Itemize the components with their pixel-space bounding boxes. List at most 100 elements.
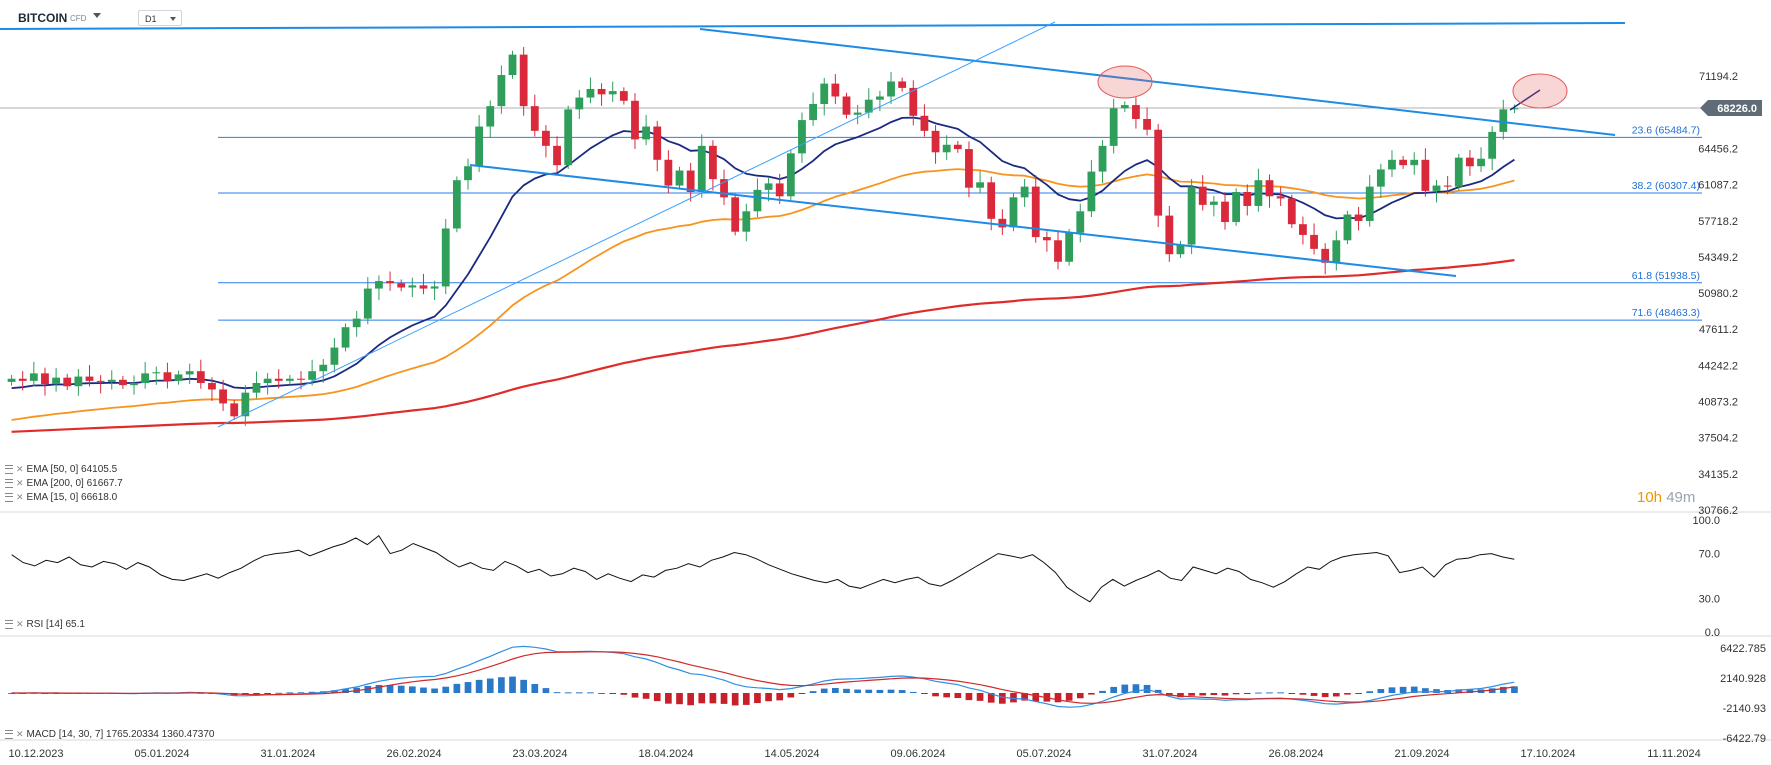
candle-body [1343, 214, 1352, 241]
candle-body [475, 126, 484, 167]
candle-body [297, 378, 305, 380]
candle-body [1488, 131, 1497, 159]
candle-body [686, 170, 695, 192]
close-icon[interactable]: ✕ [16, 619, 24, 629]
candle-body [1321, 248, 1330, 263]
macd-histogram-bar [976, 693, 984, 701]
macd-histogram-bar [397, 685, 405, 693]
macd-histogram-bar [620, 693, 628, 695]
macd-histogram-bar [8, 693, 15, 694]
settings-lines-icon[interactable] [5, 620, 13, 629]
macd-histogram-bar [1021, 693, 1028, 701]
time-axis-label: 21.09.2024 [1394, 748, 1449, 760]
candle-body [642, 126, 651, 140]
candle-body [720, 179, 728, 198]
macd-histogram-bar [687, 693, 694, 706]
macd-histogram-bar [631, 693, 639, 698]
macd-histogram-bar [453, 683, 461, 693]
time-axis-label: 10.12.2023 [8, 748, 63, 760]
trendline-top [0, 22, 1626, 30]
symbol-dropdown-icon[interactable] [93, 13, 101, 18]
candle-body [141, 373, 150, 384]
symbol-name[interactable]: BITCOIN [18, 11, 68, 25]
candle-body [653, 126, 662, 160]
candle-body [1087, 171, 1096, 212]
macd-histogram-bar [1499, 686, 1507, 693]
candle-body [1310, 234, 1318, 249]
macd-histogram-bar [1099, 690, 1106, 693]
close-icon[interactable]: ✕ [16, 464, 24, 474]
candle-body [74, 376, 83, 387]
candle-body [1176, 244, 1185, 255]
candle-body [887, 81, 895, 97]
macd-histogram-bar [1488, 688, 1496, 693]
legend-rsi[interactable]: ✕ RSI [14] 65.1 [5, 619, 85, 630]
settings-lines-icon[interactable] [5, 493, 13, 502]
macd-histogram-bar [1143, 684, 1151, 693]
settings-lines-icon[interactable] [5, 479, 13, 488]
candle-body [441, 228, 450, 287]
macd-histogram-bar [1165, 693, 1173, 695]
candle-body [709, 145, 717, 180]
settings-lines-icon[interactable] [5, 465, 13, 474]
candle-body [965, 149, 973, 188]
candle-body [230, 403, 239, 417]
legend-rsi-label: RSI [14] 65.1 [26, 619, 85, 630]
legend-macd[interactable]: ✕ MACD [14, 30, 7] 1765.20334 1360.47370 [5, 729, 214, 740]
candle-body [864, 99, 873, 113]
legend-ema50-label: EMA [50, 0] 64105.5 [26, 464, 118, 475]
ema200-line [11, 259, 1515, 433]
candle-body [831, 83, 840, 97]
macd-histogram-bar [731, 693, 739, 706]
candle-body [85, 376, 94, 381]
candle-body [742, 211, 751, 232]
price-axis-label: 64456.2 [1698, 143, 1738, 155]
close-icon[interactable]: ✕ [16, 729, 24, 739]
candle-body [631, 100, 639, 140]
settings-lines-icon[interactable] [5, 730, 13, 739]
price-axis-label: 37504.2 [1698, 433, 1738, 445]
candle-body [1477, 158, 1485, 167]
candle-body [408, 285, 417, 288]
timeframe-select[interactable]: D1 [138, 10, 182, 26]
macd-histogram-bar [587, 692, 594, 694]
candle-body [1098, 145, 1107, 172]
candle-body [820, 83, 829, 104]
legend-ema50[interactable]: ✕ EMA [50, 0] 64105.5 [5, 464, 117, 475]
ema15-line [11, 116, 1515, 390]
macd-histogram-bar [386, 684, 394, 693]
candle-body [1031, 186, 1040, 238]
candle-body [252, 383, 261, 393]
macd-histogram-bar [1466, 689, 1474, 693]
macd-histogram-bar [676, 693, 683, 705]
macd-histogram-bar [331, 690, 338, 693]
legend-ema15[interactable]: ✕ EMA [15, 0] 66618.0 [5, 492, 117, 503]
macd-histogram-bar [564, 692, 572, 694]
macd-histogram-bar [1243, 693, 1251, 695]
time-axis-label: 14.05.2024 [764, 748, 819, 760]
candle-body [1499, 109, 1508, 132]
ema50-line [11, 168, 1515, 421]
candle-body [1432, 185, 1441, 191]
time-axis-label: 17.10.2024 [1520, 748, 1575, 760]
candle-body [452, 180, 461, 229]
candle-body [1466, 157, 1474, 167]
candle-body [41, 373, 49, 385]
fib-level-label: 61.8 (51938.5) [1632, 270, 1700, 282]
macd-histogram-bar [665, 693, 672, 704]
candle-body [375, 281, 383, 289]
timeframe-value: D1 [145, 14, 157, 24]
candle-body [174, 374, 183, 381]
legend-ema200[interactable]: ✕ EMA [200, 0] 61667.7 [5, 478, 123, 489]
candle-body [753, 189, 762, 212]
candle-body [731, 197, 740, 232]
close-icon[interactable]: ✕ [16, 492, 24, 502]
macd-histogram-bar [1054, 693, 1062, 703]
price-axis-label: 61087.2 [1698, 180, 1738, 192]
macd-histogram-bar [297, 692, 305, 694]
close-icon[interactable]: ✕ [16, 478, 24, 488]
candle-body [352, 318, 361, 328]
macd-histogram-bar [932, 693, 939, 697]
